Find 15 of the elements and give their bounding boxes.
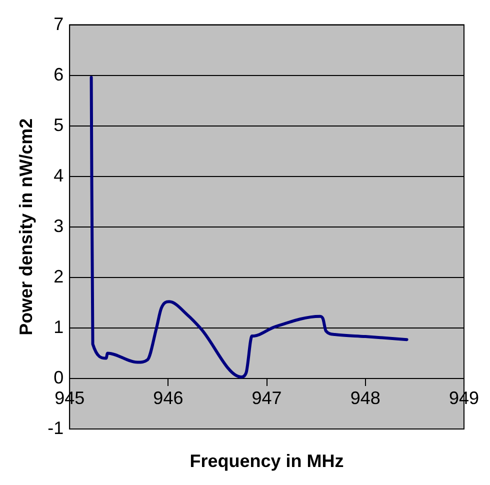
y-tick-label: 7	[54, 14, 64, 34]
y-tick-label: -1	[48, 418, 64, 438]
x-axis-title: Frequency in MHz	[190, 451, 344, 471]
x-tick-label: 948	[350, 388, 380, 408]
y-tick-label: 2	[54, 266, 64, 286]
y-tick-label: 4	[54, 165, 64, 186]
x-tick-label: 946	[153, 388, 184, 408]
y-tick-label: 3	[54, 216, 64, 236]
x-tick-label: 947	[252, 388, 282, 408]
y-axis-title: Power density in nW/cm2	[16, 118, 36, 336]
y-tick-label: 6	[54, 64, 64, 84]
y-tick-label: 5	[54, 114, 64, 135]
y-tick-label: 0	[54, 367, 64, 388]
y-tick-label: 1	[54, 316, 64, 337]
line-series	[90, 76, 408, 378]
